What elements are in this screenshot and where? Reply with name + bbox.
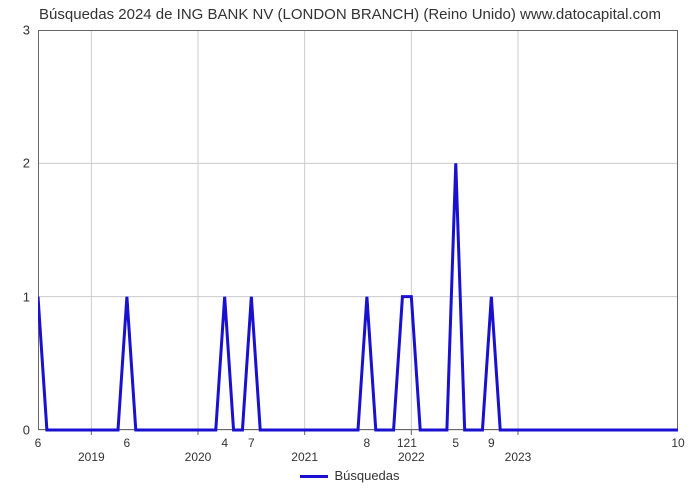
legend-label: Búsquedas <box>334 468 399 483</box>
x-tick-label: 2023 <box>505 450 532 464</box>
x-tick-label: 2022 <box>398 450 425 464</box>
y-tick-label: 2 <box>23 156 30 171</box>
value-label: 121 <box>397 436 417 450</box>
chart-container: { "chart": { "type": "line", "title": "B… <box>0 0 700 500</box>
legend-line <box>300 475 328 478</box>
value-label: 6 <box>124 436 131 450</box>
chart-svg <box>38 30 678 440</box>
plot-area: 012320192020202120222023664781215910 <box>38 30 678 430</box>
x-tick-label: 2020 <box>185 450 212 464</box>
y-tick-label: 0 <box>23 423 30 438</box>
legend: Búsquedas <box>0 468 700 483</box>
value-label: 6 <box>35 436 42 450</box>
value-label: 7 <box>248 436 255 450</box>
value-label: 8 <box>364 436 371 450</box>
y-tick-label: 3 <box>23 23 30 38</box>
value-label: 4 <box>221 436 228 450</box>
chart-title: Búsquedas 2024 de ING BANK NV (LONDON BR… <box>0 6 700 23</box>
value-label: 10 <box>671 436 684 450</box>
y-tick-label: 1 <box>23 289 30 304</box>
value-label: 5 <box>452 436 459 450</box>
value-label: 9 <box>488 436 495 450</box>
x-tick-label: 2019 <box>78 450 105 464</box>
x-tick-label: 2021 <box>291 450 318 464</box>
